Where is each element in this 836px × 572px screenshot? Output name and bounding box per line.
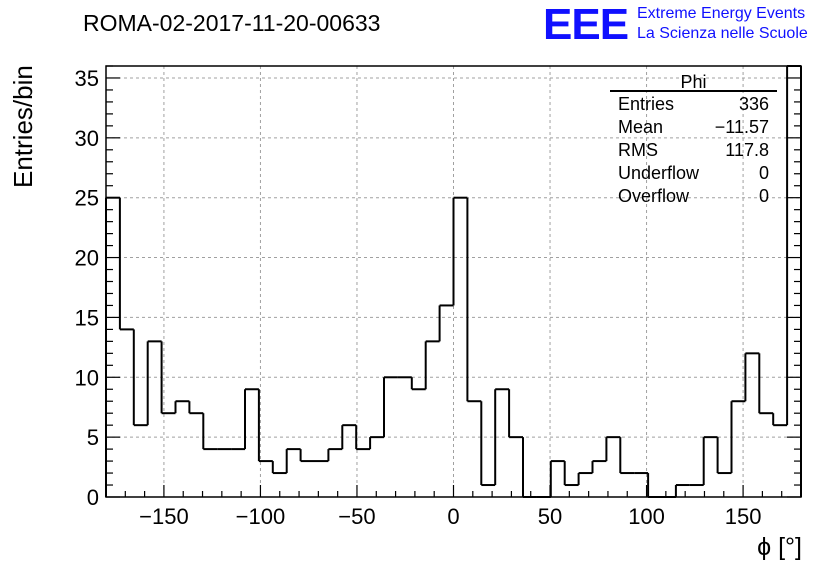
logo-caption: Extreme Energy Events La Scienza nelle S… xyxy=(637,4,808,44)
stats-label: RMS xyxy=(618,140,658,160)
y-tick-label: 20 xyxy=(75,246,99,271)
y-tick-label: 0 xyxy=(87,485,99,510)
stats-value: 0 xyxy=(759,186,769,206)
stats-value: 117.8 xyxy=(725,140,769,160)
x-tick-label: 100 xyxy=(628,504,665,529)
stats-label: Mean xyxy=(618,117,663,137)
eee-logo: EEE xyxy=(543,0,629,49)
y-tick-label: 25 xyxy=(75,186,99,211)
x-tick-label: 0 xyxy=(447,504,459,529)
chart-title: ROMA-02-2017-11-20-00633 xyxy=(83,10,381,36)
y-tick-label: 15 xyxy=(75,305,99,330)
y-tick-label: 10 xyxy=(75,365,99,390)
y-tick-label: 5 xyxy=(87,425,99,450)
stats-label: Underflow xyxy=(618,163,700,183)
y-tick-label: 35 xyxy=(75,66,99,91)
x-axis-label: ϕ [°] xyxy=(757,533,802,561)
stats-title: Phi xyxy=(680,72,706,92)
stats-value: 0 xyxy=(759,163,769,183)
x-tick-label: 50 xyxy=(538,504,562,529)
logo-caption-line2: La Scienza nelle Scuole xyxy=(637,25,808,42)
x-tick-label: −50 xyxy=(338,504,375,529)
x-tick-label: 150 xyxy=(725,504,762,529)
x-tick-label: −150 xyxy=(139,504,189,529)
stats-value: −11.57 xyxy=(715,117,769,137)
y-tick-label: 30 xyxy=(75,126,99,151)
logo-caption-line1: Extreme Energy Events xyxy=(637,5,806,22)
stats-value: 336 xyxy=(739,94,769,114)
stats-label: Entries xyxy=(618,94,674,114)
x-tick-label: −100 xyxy=(236,504,286,529)
stats-label: Overflow xyxy=(618,186,690,206)
